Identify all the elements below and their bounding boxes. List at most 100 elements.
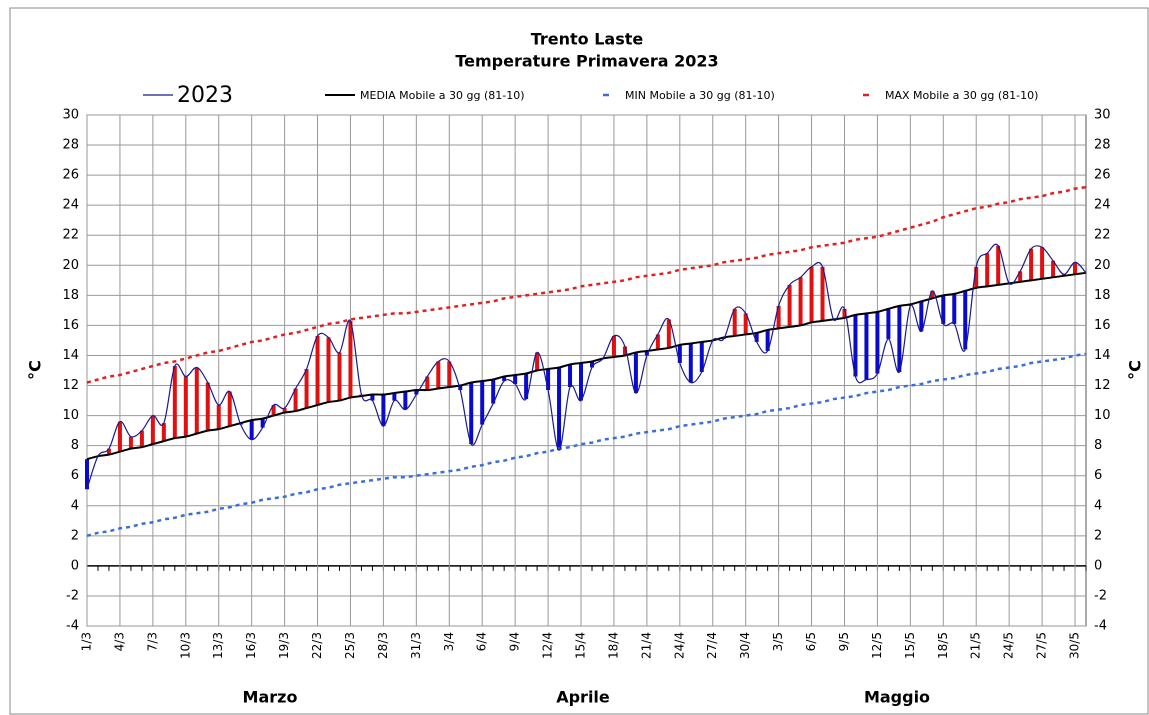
anomaly-bar: [282, 408, 287, 413]
anomaly-bar: [941, 295, 946, 324]
anomaly-bar: [535, 352, 540, 371]
x-tick-label: 12/4: [541, 632, 555, 659]
y2-tick-label: 6: [1094, 468, 1102, 483]
y-tick-label: 2: [71, 528, 79, 543]
x-tick-label: 3/5: [771, 632, 785, 651]
anomaly-bar: [304, 368, 309, 409]
x-tick-label: 21/4: [639, 632, 653, 659]
anomaly-bar: [172, 365, 177, 439]
anomaly-bar: [227, 391, 232, 427]
x-tick-label: 24/5: [1002, 632, 1016, 659]
anomaly-bar: [809, 266, 814, 323]
anomaly-bar: [491, 379, 496, 404]
y-tick-label: 20: [62, 258, 79, 273]
anomaly-bar: [469, 382, 474, 445]
legend-label: MAX Mobile a 30 gg (81-10): [885, 89, 1038, 102]
series-line: [86, 352, 1087, 538]
y-tick-label: 22: [62, 228, 79, 243]
x-tick-label: 15/5: [903, 632, 917, 659]
y-tick-label: 16: [62, 318, 79, 333]
anomaly-bar: [128, 436, 133, 449]
chart-title: Trento Laste: [531, 30, 644, 49]
anomaly-bar: [963, 290, 968, 350]
y-tick-label: 24: [62, 198, 79, 213]
anomaly-bar: [952, 293, 957, 324]
anomaly-bar: [513, 375, 518, 385]
y2-tick-label: 8: [1094, 438, 1102, 453]
y2-tick-label: 4: [1094, 498, 1102, 513]
x-tick-label: 24/4: [672, 632, 686, 659]
y2-tick-label: 14: [1094, 348, 1111, 363]
month-label: Aprile: [556, 688, 610, 707]
x-tick-label: 6/4: [475, 632, 489, 651]
y-tick-label: 12: [62, 378, 79, 393]
anomaly-bar: [436, 361, 441, 389]
anomaly-bar: [985, 253, 990, 287]
x-tick-label: 7/3: [145, 632, 159, 651]
y-tick-label: -2: [66, 588, 79, 603]
y2-tick-label: 30: [1094, 108, 1111, 123]
y2-tick-label: 20: [1094, 258, 1111, 273]
y-tick-label: 26: [62, 168, 79, 183]
anomaly-bar: [732, 308, 737, 336]
anomaly-bar: [1040, 247, 1045, 279]
anomaly-bar: [699, 341, 704, 373]
x-tick-label: 12/5: [870, 632, 884, 659]
anomaly-bar: [820, 266, 825, 321]
anomaly-bar: [337, 352, 342, 401]
y2-tick-label: 18: [1094, 288, 1111, 303]
x-tick-label: 13/3: [211, 632, 225, 659]
y2-tick-label: 2: [1094, 528, 1102, 543]
x-tick-label: 15/4: [574, 632, 588, 659]
x-tick-label: 30/5: [1068, 632, 1082, 659]
anomaly-bar: [249, 420, 254, 440]
x-tick-label: 27/5: [1035, 632, 1049, 659]
legend-label: 2023: [177, 83, 233, 108]
month-label: Marzo: [243, 688, 298, 707]
anomaly-bar: [644, 350, 649, 356]
anomaly-bar: [568, 364, 573, 388]
anomaly-bar: [403, 391, 408, 410]
x-tick-label: 18/5: [936, 632, 950, 659]
y2-tick-label: 26: [1094, 168, 1111, 183]
anomaly-bar: [1018, 271, 1023, 282]
x-tick-label: 30/4: [738, 632, 752, 659]
anomaly-bar: [161, 423, 166, 442]
anomaly-bar: [776, 305, 781, 329]
anomaly-bar: [205, 382, 210, 431]
month-label: Maggio: [864, 688, 930, 707]
x-tick-label: 27/4: [705, 632, 719, 659]
y-tick-label: 6: [71, 468, 79, 483]
x-tick-label: 9/5: [837, 632, 851, 651]
x-tick-label: 19/3: [277, 632, 291, 659]
anomaly-bar: [370, 394, 375, 401]
series-line: [86, 271, 1087, 461]
anomaly-bar: [622, 346, 627, 356]
anomaly-bar: [666, 319, 671, 348]
y2-tick-label: 10: [1094, 408, 1111, 423]
anomaly-bar: [414, 390, 419, 395]
y-tick-label: 28: [62, 138, 79, 153]
anomaly-bar: [194, 367, 199, 434]
anomaly-bar: [260, 418, 265, 428]
anomaly-bar: [765, 329, 770, 351]
series-line: [86, 243, 1087, 490]
anomaly-bar: [106, 448, 111, 455]
anomaly-bar: [1073, 262, 1078, 275]
y2-tick-label: 0: [1094, 558, 1102, 573]
y2-axis-label: °C: [1126, 360, 1145, 380]
x-tick-label: 31/3: [409, 632, 423, 659]
anomaly-bar: [326, 337, 331, 403]
anomaly-bar: [381, 394, 386, 427]
anomaly-bar: [974, 266, 979, 288]
anomaly-bar: [589, 361, 594, 368]
anomaly-bar: [392, 393, 397, 401]
x-tick-label: 28/3: [376, 632, 390, 659]
chart-subtitle: Temperature Primavera 2023: [455, 52, 718, 71]
anomaly-bar: [897, 305, 902, 373]
anomaly-bar: [743, 313, 748, 335]
anomaly-bar: [315, 335, 320, 406]
anomaly-bar: [579, 362, 584, 401]
anomaly-bar: [677, 344, 682, 363]
